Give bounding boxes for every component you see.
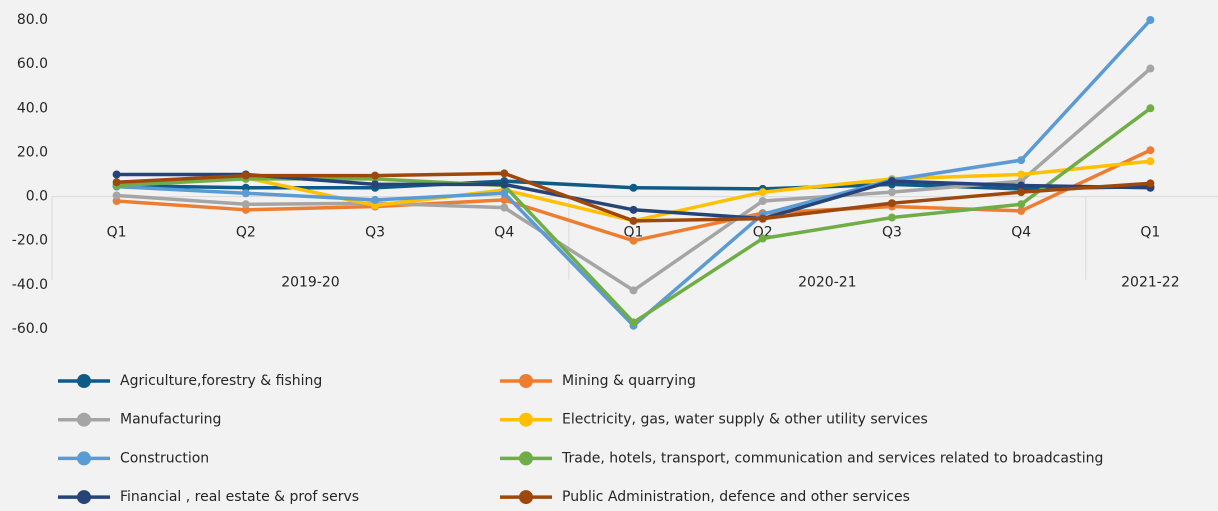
data-point	[241, 171, 250, 180]
x-group-label: 2021-22	[1121, 275, 1180, 291]
y-tick-label: 80.0	[17, 12, 48, 28]
x-group-label: 2019-20	[281, 275, 340, 291]
data-point	[629, 216, 638, 225]
data-point	[758, 196, 767, 205]
legend-marker	[519, 451, 533, 466]
data-point	[371, 201, 380, 210]
data-point	[241, 205, 250, 214]
data-point	[758, 234, 767, 243]
data-point	[500, 203, 509, 212]
legend-marker	[519, 412, 533, 427]
data-point	[629, 318, 638, 327]
x-tick-label: Q1	[624, 225, 644, 241]
data-point	[887, 199, 896, 208]
legend-label: Public Administration, defence and other…	[562, 489, 910, 505]
data-point	[1017, 156, 1026, 165]
data-point	[500, 189, 509, 198]
data-point	[112, 191, 121, 200]
x-tick-label: Q4	[494, 225, 514, 241]
legend-marker	[77, 490, 91, 505]
y-tick-label: -20.0	[12, 233, 48, 249]
data-point	[887, 188, 896, 197]
data-point	[1146, 146, 1155, 155]
data-point	[887, 213, 896, 222]
data-point	[1146, 64, 1155, 73]
data-point	[500, 195, 509, 204]
legend-label: Construction	[120, 450, 209, 466]
data-point	[1146, 179, 1155, 188]
data-point	[758, 214, 767, 223]
data-point	[500, 169, 509, 178]
data-point	[241, 200, 250, 209]
data-point	[112, 178, 121, 187]
data-point	[629, 286, 638, 295]
y-tick-label: -40.0	[12, 277, 48, 293]
data-point	[371, 171, 380, 180]
data-point	[1017, 206, 1026, 215]
legend-label: Financial , real estate & prof servs	[120, 489, 359, 505]
data-point	[629, 183, 638, 192]
data-point	[1146, 16, 1155, 24]
data-point	[241, 183, 250, 192]
data-point	[1017, 181, 1026, 190]
legend-marker	[519, 374, 533, 388]
y-tick-label: 60.0	[17, 56, 48, 72]
data-point	[371, 195, 380, 204]
data-point	[887, 177, 896, 186]
data-point	[758, 188, 767, 197]
legend-label: Trade, hotels, transport, communication …	[561, 450, 1103, 466]
legend-label: Mining & quarrying	[562, 373, 696, 389]
data-point	[1146, 104, 1155, 113]
legend-marker	[77, 374, 91, 388]
legend-label: Agriculture,forestry & fishing	[120, 373, 322, 389]
x-tick-label: Q3	[882, 225, 902, 241]
series-line	[116, 18, 1152, 328]
data-point	[112, 170, 121, 179]
data-point	[1146, 157, 1155, 166]
data-point	[112, 196, 121, 205]
x-tick-label: Q2	[236, 225, 256, 241]
y-tick-label: 0.0	[26, 189, 48, 205]
y-tick-label: 20.0	[17, 144, 48, 160]
data-point	[371, 180, 380, 189]
data-point	[629, 205, 638, 214]
x-tick-label: Q1	[1140, 225, 1160, 241]
data-point	[500, 180, 509, 189]
legend-marker	[77, 451, 91, 466]
data-point	[629, 236, 638, 245]
data-point	[1017, 200, 1026, 209]
data-point	[1017, 188, 1026, 197]
x-tick-label: Q1	[107, 225, 127, 241]
legend-marker	[519, 490, 533, 505]
legend-marker	[77, 412, 91, 427]
y-tick-label: -60.0	[12, 321, 48, 337]
y-tick-label: 40.0	[17, 100, 48, 116]
data-point	[241, 189, 250, 198]
data-point	[1017, 170, 1026, 179]
x-tick-label: Q4	[1011, 225, 1031, 241]
x-group-label: 2020-21	[798, 275, 857, 291]
legend-label: Manufacturing	[120, 412, 221, 428]
legend-label: Electricity, gas, water supply & other u…	[562, 412, 928, 428]
x-tick-label: Q3	[365, 225, 385, 241]
